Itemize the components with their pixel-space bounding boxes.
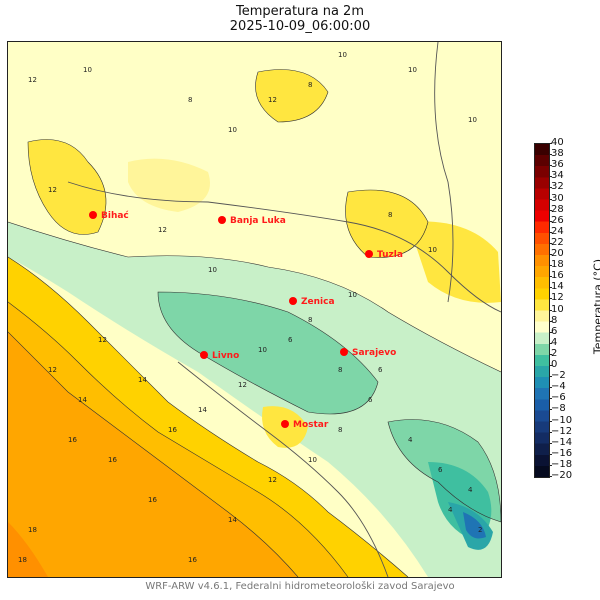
city-label: Mostar	[293, 420, 329, 430]
colorbar-tick-label: 4	[551, 338, 557, 348]
city-label: Sarajevo	[352, 348, 396, 358]
contour-label: 12	[268, 96, 277, 104]
contour-label: 16	[168, 426, 177, 434]
contour-label: 6	[378, 366, 383, 374]
contour-label: 10	[338, 51, 347, 59]
contour-label: 16	[188, 556, 197, 564]
colorbar-tick-label: 6	[551, 327, 557, 337]
contour-label: 16	[148, 496, 157, 504]
temperature-map: 12 10 8 10 8 10 12 10 12 10 12 10 8 10 6 8 6 4 6 4 12 14 16 16 1…	[7, 41, 502, 578]
contour-label: 8	[188, 96, 192, 104]
temperature-colorbar	[534, 143, 550, 478]
city-label: Tuzla	[377, 250, 403, 260]
contour-label: 12	[28, 76, 37, 84]
contour-label: 12	[48, 186, 57, 194]
contour-label: 4	[468, 486, 473, 494]
city-dot	[200, 351, 208, 359]
colorbar-tick-label: −10	[551, 416, 572, 426]
contour-label: 10	[228, 126, 237, 134]
city-dot	[281, 420, 289, 428]
colorbar-tick-label: 0	[551, 360, 557, 370]
city-label: Zenica	[301, 297, 335, 307]
city-label: Livno	[212, 351, 239, 361]
contour-label: 6	[438, 466, 443, 474]
contour-label: 14	[78, 396, 87, 404]
city-dot	[340, 348, 348, 356]
colorbar-tick-label: 14	[551, 282, 564, 292]
contour-label: 10	[408, 66, 417, 74]
colorbar-tick-label: 36	[551, 160, 564, 170]
contour-label: 12	[238, 381, 247, 389]
contour-label: 16	[68, 436, 77, 444]
colorbar-tick-label: 38	[551, 149, 564, 159]
colorbar-label: Temperatura (°C)	[592, 247, 600, 367]
contour-label: 4	[408, 436, 413, 444]
contour-label: 18	[18, 556, 27, 564]
contour-label: 8	[338, 426, 342, 434]
contour-label: 16	[108, 456, 117, 464]
city-dot	[218, 216, 226, 224]
contour-label: 10	[208, 266, 217, 274]
contour-label: 12	[98, 336, 107, 344]
colorbar-tick-label: −18	[551, 460, 572, 470]
colorbar-tick-label: −12	[551, 427, 572, 437]
colorbar-tick-label: 32	[551, 182, 564, 192]
colorbar-tick-label: −8	[551, 404, 566, 414]
colorbar-tick-label: −2	[551, 371, 566, 381]
city-label: Bihać	[101, 210, 129, 221]
contour-label: 10	[258, 346, 267, 354]
colorbar-tick-label: 26	[551, 216, 564, 226]
colorbar-tick-label: 30	[551, 194, 564, 204]
contour-label: 12	[158, 226, 167, 234]
city-dot	[289, 297, 297, 305]
contour-label: 14	[228, 516, 237, 524]
colorbar-tick-label: −6	[551, 393, 566, 403]
city-dot	[365, 250, 373, 258]
colorbar-tick-label: 22	[551, 238, 564, 248]
contour-label: 8	[308, 316, 312, 324]
contour-label: 12	[268, 476, 277, 484]
colorbar-tick-label: 16	[551, 271, 564, 281]
colorbar-tick-label: −14	[551, 438, 572, 448]
contour-label: 14	[198, 406, 207, 414]
colorbar-tick-label: −16	[551, 449, 572, 459]
contour-label: 10	[348, 291, 357, 299]
colorbar-tick-label: 2	[551, 349, 557, 359]
colorbar-tick-label: 20	[551, 249, 564, 259]
colorbar-tick-label: 18	[551, 260, 564, 270]
contour-label: 10	[468, 116, 477, 124]
colorbar-tick-label: −20	[551, 471, 572, 481]
contour-label: 6	[288, 336, 293, 344]
contour-label: 14	[138, 376, 147, 384]
colorbar-tick-label: 12	[551, 293, 564, 303]
city-label: Banja Luka	[230, 216, 286, 226]
footer-credit: WRF-ARW v4.6.1, Federalni hidrometeorolo…	[0, 581, 600, 592]
contour-label: 2	[478, 526, 482, 534]
contour-label: 18	[28, 526, 37, 534]
contour-label: 8	[338, 366, 342, 374]
contour-label: 12	[48, 366, 57, 374]
colorbar-tick-label: −4	[551, 382, 566, 392]
colorbar-tick-label: 24	[551, 227, 564, 237]
colorbar-tick-label: 10	[551, 305, 564, 315]
contour-label: 4	[448, 506, 453, 514]
contour-label: 6	[368, 396, 373, 404]
contour-label: 8	[388, 211, 392, 219]
contour-label: 10	[308, 456, 317, 464]
map-timestamp: 2025-10-09_06:00:00	[0, 19, 600, 34]
map-title: Temperatura na 2m	[0, 4, 600, 19]
city-dot	[89, 211, 97, 219]
colorbar-tick-label: 8	[551, 316, 557, 326]
contour-label: 10	[428, 246, 437, 254]
colorbar-tick-label: 34	[551, 171, 564, 181]
colorbar-tick-label: 40	[551, 138, 564, 148]
contour-label: 10	[83, 66, 92, 74]
contour-label: 8	[308, 81, 312, 89]
colorbar-tick-label: 28	[551, 205, 564, 215]
